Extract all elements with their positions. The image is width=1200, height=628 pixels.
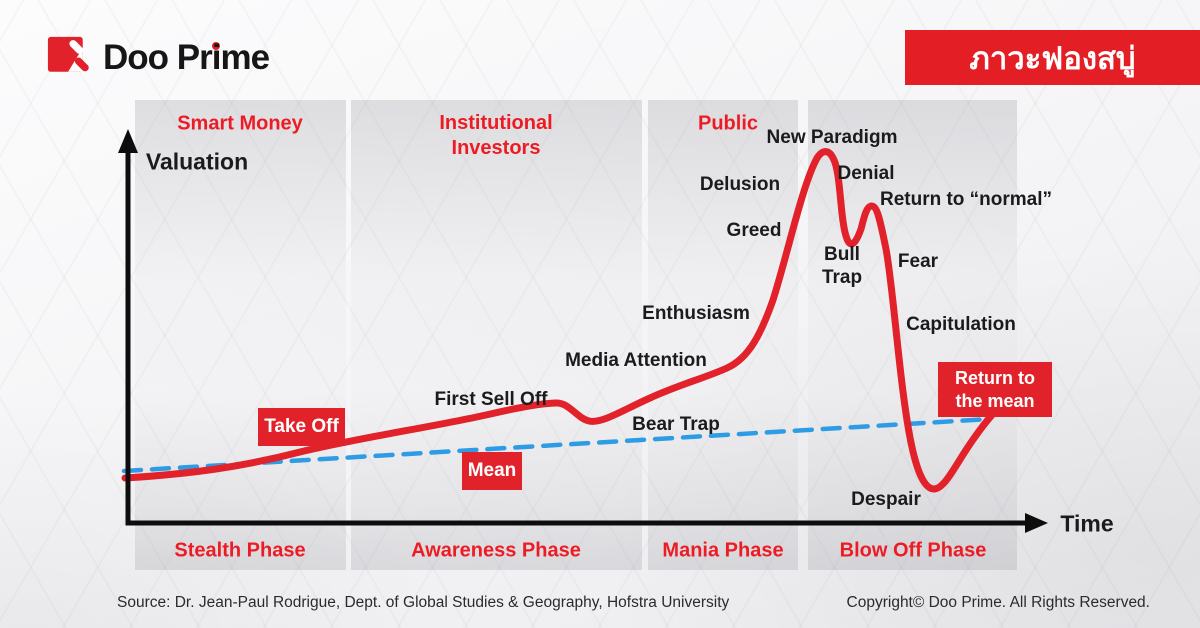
annotation-first-sell-off: First Sell Off [434,389,548,410]
annotation-despair: Despair [851,489,921,510]
copyright-notice: Copyright© Doo Prime. All Rights Reserve… [846,594,1150,611]
logo-i-dot-accent [212,42,220,50]
annotation-new-paradigm: New Paradigm [766,127,898,148]
annotation-media-attention: Media Attention [565,350,707,371]
title-banner: ภาวะฟองสบู่ [905,30,1200,85]
badge-return-to-the-mean: Return to the mean [938,362,1052,417]
annotation-fear: Fear [897,251,939,272]
phase-column-stealth [135,100,346,570]
phase-label-mania: Mania Phase [662,539,784,562]
annotation-capitulation: Capitulation [906,314,1016,335]
annotation-enthusiasm: Enthusiasm [642,303,750,324]
doo-prime-logo-icon [47,36,89,72]
badge-mean: Mean [462,452,522,490]
x-axis-arrowhead [1025,513,1048,533]
doo-prime-logo: Doo Prime [47,36,270,80]
group-header-institutional-investors: Institutional Investors [439,112,553,159]
source-attribution: Source: Dr. Jean-Paul Rodrigue, Dept. of… [117,594,730,611]
banner-title-text: ภาวะฟองสบู่ [969,40,1136,76]
phase-column-awareness [351,100,642,570]
y-axis-arrowhead [118,129,138,153]
phase-label-awareness: Awareness Phase [411,539,581,562]
annotation-return-to-normal: Return to “normal” [879,189,1053,210]
doo-prime-logo-text: Doo Prime [103,38,270,77]
annotation-denial: Denial [837,163,895,184]
annotation-bear-trap: Bear Trap [632,414,720,435]
bubble-curve [121,148,1008,493]
x-axis-label: Time [1060,510,1114,537]
phase-column-mania [648,100,798,570]
badge-take-off: Take Off [258,408,345,446]
annotation-bull-trap: Bull Trap [821,244,863,288]
annotation-greed: Greed [726,220,782,241]
y-axis-label: Valuation [145,148,249,175]
phase-label-blowoff: Blow Off Phase [839,539,987,562]
phase-label-stealth: Stealth Phase [174,539,306,562]
group-header-public: Public [697,112,759,135]
group-header-smart-money: Smart Money [177,112,303,135]
annotation-delusion: Delusion [699,174,781,195]
phase-column-blowoff [808,100,1017,570]
